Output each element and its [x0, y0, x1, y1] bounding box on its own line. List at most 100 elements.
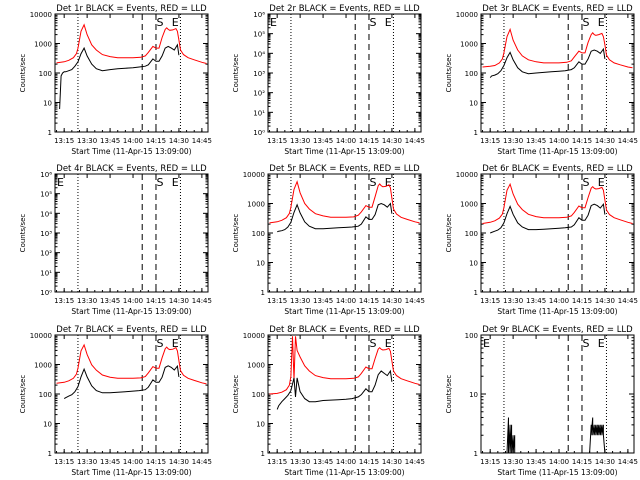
- panel-7-title: Det 7r BLACK = Events, RED = LLD: [56, 325, 207, 335]
- panel-2-marker-e: E: [385, 16, 392, 29]
- panel-8-y-tick-label: 10000: [243, 332, 265, 340]
- panel-4-marker-s: S: [156, 176, 163, 189]
- panel-9-x-tick-label: 14:00: [549, 458, 569, 466]
- panel-4-x-tick-label: 14:00: [123, 297, 143, 305]
- panel-4-title: Det 4r BLACK = Events, RED = LLD: [56, 164, 207, 174]
- panel-7-series-line-2: [63, 364, 180, 400]
- panel-1-y-label: Counts/sec: [19, 54, 27, 93]
- panel-7-x-tick-label: 14:00: [123, 458, 143, 466]
- panel-9-x-tick-label: 13:15: [480, 458, 500, 466]
- panel-3-y-tick-label: 1000: [460, 41, 478, 49]
- panel-1-x-label: Start Time (11-Apr-15 13:09:00): [71, 147, 191, 156]
- panel-5-y-tick-label: 10: [256, 260, 265, 268]
- panel-8-y-tick-label: 10: [256, 421, 265, 429]
- panel-1-series-line-1: [56, 23, 207, 64]
- panel-4-marker-e: E: [172, 176, 179, 189]
- panel-5-series-line-2: [277, 202, 393, 233]
- panel-5-marker-e: E: [385, 176, 392, 189]
- panel-1-x-tick-label: 13:15: [54, 137, 74, 145]
- panel-1-x-tick-label: 13:30: [77, 137, 97, 145]
- panel-5-x-tick-label: 13:45: [313, 297, 333, 305]
- panel-8-series-line-2: [276, 369, 393, 410]
- panel-8-y-tick-label: 100: [252, 391, 265, 399]
- panel-1-y-tick-label: 10: [43, 100, 52, 108]
- panel-6-x-tick-label: 14:45: [618, 297, 638, 305]
- panel-9-frame: [480, 334, 635, 454]
- panel-2-x-tick-label: 14:00: [336, 137, 356, 145]
- panel-3-x-tick-label: 14:30: [595, 137, 615, 145]
- panel-6-x-tick-label: 14:15: [572, 297, 592, 305]
- panel-7-x-tick-label: 13:30: [77, 458, 97, 466]
- panel-6-marker-e: E: [598, 176, 605, 189]
- panel-6-y-tick-label: 10: [469, 260, 478, 268]
- panel-5-x-tick-label: 13:15: [267, 297, 287, 305]
- panel-7-y-label: Counts/sec: [19, 375, 27, 414]
- panel-2-y-tick-label: 10²: [253, 90, 265, 98]
- panel-4-y-tick-label: 10⁰: [40, 289, 52, 297]
- panel-8-marker-e: E: [385, 337, 392, 350]
- panel-2-x-tick-label: 13:45: [313, 137, 333, 145]
- panel-8-x-tick-label: 13:45: [313, 458, 333, 466]
- panel-2-x-label: Start Time (11-Apr-15 13:09:00): [284, 147, 404, 156]
- panel-7-series-line-1: [56, 343, 207, 385]
- panel-1-y-tick-label: 1000: [34, 41, 52, 49]
- panel-1-y-tick-label: 1: [48, 129, 52, 137]
- panel-9-y-tick-label: 1: [474, 450, 478, 458]
- panel-2-frame: [267, 13, 422, 133]
- panel-5-x-tick-label: 14:45: [405, 297, 425, 305]
- panel-6-y-tick-label: 10000: [456, 171, 478, 179]
- panel-5-x-tick-label: 14:00: [336, 297, 356, 305]
- panel-8-y-tick-label: 1: [261, 450, 265, 458]
- panel-7-y-tick-label: 1: [48, 450, 52, 458]
- panel-6-y-tick-label: 1000: [460, 201, 478, 209]
- panel-5-x-label: Start Time (11-Apr-15 13:09:00): [284, 307, 404, 316]
- panel-2-x-tick-label: 14:45: [405, 137, 425, 145]
- panel-3-x-tick-label: 13:30: [503, 137, 523, 145]
- panel-4-x-tick-label: 14:15: [146, 297, 166, 305]
- panel-1-x-tick-label: 14:15: [146, 137, 166, 145]
- panel-2-y-tick-label: 10¹: [253, 109, 265, 117]
- panel-1-x-tick-label: 14:45: [192, 137, 212, 145]
- panel-8-frame: [267, 334, 422, 454]
- panel-4-x-tick-label: 13:45: [100, 297, 120, 305]
- panel-9-series-line-1: [506, 417, 517, 454]
- panel-1-frame: [54, 13, 209, 133]
- panel-5-frame: [267, 173, 422, 293]
- panel-8-x-label: Start Time (11-Apr-15 13:09:00): [284, 468, 404, 477]
- panel-1-y-tick-label: 100: [39, 70, 52, 78]
- panel-4-x-tick-label: 14:30: [169, 297, 189, 305]
- panel-7-y-tick-label: 1000: [34, 362, 52, 370]
- panel-1-x-tick-label: 13:45: [100, 137, 120, 145]
- panel-6-marker-s: S: [582, 176, 589, 189]
- panel-5-x-tick-label: 14:15: [359, 297, 379, 305]
- panel-3-series-line-2: [489, 47, 606, 78]
- panel-2-y-tick-label: 10³: [253, 70, 265, 78]
- panel-2-y-tick-label: 10⁰: [253, 129, 265, 137]
- panel-9-x-tick-label: 13:45: [526, 458, 546, 466]
- panel-6-series-line-1: [482, 182, 633, 224]
- panel-3-x-tick-label: 13:45: [526, 137, 546, 145]
- panel-9-marker-e: E: [483, 337, 490, 350]
- panel-2-marker-s: S: [369, 16, 376, 29]
- panel-4-y-label: Counts/sec: [19, 214, 27, 253]
- panel-3-y-tick-label: 100: [465, 70, 478, 78]
- panel-3-x-tick-label: 14:15: [572, 137, 592, 145]
- panel-5-x-tick-label: 14:30: [382, 297, 402, 305]
- panel-9-x-tick-label: 14:45: [618, 458, 638, 466]
- panel-8-x-tick-label: 13:15: [267, 458, 287, 466]
- panel-6-x-tick-label: 13:30: [503, 297, 523, 305]
- panel-7-y-tick-label: 10: [43, 421, 52, 429]
- panel-4-x-tick-label: 14:45: [192, 297, 212, 305]
- panel-8-marker-s: S: [369, 337, 376, 350]
- panel-9-y-tick-label: 10: [469, 391, 478, 399]
- panel-4-marker-e: E: [57, 176, 64, 189]
- panel-6-y-tick-label: 100: [465, 230, 478, 238]
- panel-9-x-tick-label: 14:30: [595, 458, 615, 466]
- panel-7-marker-s: S: [156, 337, 163, 350]
- panel-6-x-tick-label: 14:30: [595, 297, 615, 305]
- panel-4-y-tick-label: 10⁴: [40, 210, 52, 218]
- panel-1-title: Det 1r BLACK = Events, RED = LLD: [56, 4, 207, 14]
- panel-8-y-label: Counts/sec: [232, 375, 240, 414]
- panel-7-x-label: Start Time (11-Apr-15 13:09:00): [71, 468, 191, 477]
- panel-6-x-label: Start Time (11-Apr-15 13:09:00): [497, 307, 617, 316]
